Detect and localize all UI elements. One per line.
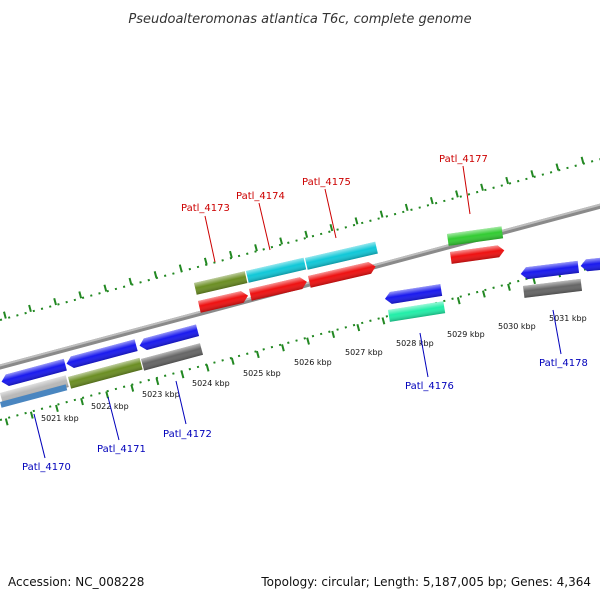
outer-tick-ring: [0, 153, 600, 321]
gene-label-patl-4173: Patl_4173: [181, 203, 230, 214]
major-tick: [178, 264, 183, 272]
gene-red-fwd-2: [249, 277, 307, 301]
gene-blue-rev-3: [139, 324, 200, 351]
reverse-gene-labels: Patl_4170 Patl_4171 Patl_4172 Patl_4176 …: [22, 309, 588, 473]
gene-blue-rev-4: [384, 284, 443, 304]
major-tick: [530, 170, 535, 178]
major-tick: [153, 271, 158, 279]
major-tick: [304, 230, 309, 238]
major-tick: [381, 317, 386, 325]
gene-label-patl-4176: Patl_4176: [405, 381, 454, 392]
scale-label: 5027 kbp: [345, 348, 383, 357]
major-tick: [205, 364, 210, 372]
major-tick: [4, 418, 9, 426]
gene-label-patl-4170: Patl_4170: [22, 462, 71, 473]
major-tick: [128, 277, 133, 286]
major-tick: [279, 237, 284, 245]
major-tick: [356, 323, 361, 332]
gene-label-patl-4172: Patl_4172: [163, 429, 212, 440]
major-tick: [130, 384, 135, 392]
gene-olive-fwd: [194, 271, 248, 295]
major-tick: [78, 291, 83, 299]
gene-label-patl-4171: Patl_4171: [97, 444, 146, 455]
major-tick: [155, 377, 160, 386]
gene-lightgray-rev: [0, 375, 69, 405]
gene-blue-rev-2: [66, 339, 138, 369]
scale-label: 5022 kbp: [91, 402, 129, 411]
gene-steelblue-rev: [0, 384, 68, 408]
reverse-strand-features: [0, 256, 600, 408]
scale-label: 5021 kbp: [41, 414, 79, 423]
major-tick: [306, 337, 310, 345]
major-tick: [354, 217, 359, 225]
gene-green-fwd: [447, 226, 504, 246]
scale-label: 5029 kbp: [447, 330, 485, 339]
major-tick: [55, 404, 59, 413]
scale-label: 5030 kbp: [498, 322, 536, 331]
genome-summary-text: Topology: circular; Length: 5,187,005 bp…: [260, 575, 591, 589]
major-tick: [505, 176, 510, 185]
scale-labels: 5021 kbp 5022 kbp 5023 kbp 5024 kbp 5025…: [41, 314, 587, 423]
major-tick: [230, 357, 235, 365]
gene-gray-rev-2: [523, 278, 583, 298]
gene-blue-rev-5: [520, 260, 580, 280]
major-tick: [80, 398, 84, 406]
gene-gray-rev-1: [141, 343, 204, 371]
major-tick: [255, 350, 260, 359]
major-tick: [329, 223, 334, 232]
major-tick: [281, 344, 285, 352]
major-tick: [103, 284, 108, 292]
major-tick: [331, 330, 336, 338]
gene-cyan-fwd-1: [246, 257, 307, 283]
scale-label: 5025 kbp: [243, 369, 281, 378]
forward-strand-features: [194, 226, 505, 313]
scale-label: 5028 kbp: [396, 339, 434, 348]
scale-label: 5023 kbp: [142, 390, 180, 399]
major-tick: [379, 210, 384, 218]
major-tick: [480, 183, 484, 191]
gene-label-patl-4175: Patl_4175: [302, 177, 351, 188]
gene-label-patl-4177: Patl_4177: [439, 154, 488, 165]
gene-red-fwd-4: [450, 245, 505, 264]
forward-gene-labels: Patl_4173 Patl_4174 Patl_4175 Patl_4177: [181, 154, 488, 263]
major-tick: [555, 163, 560, 171]
accession-text: Accession: NC_008228: [8, 575, 144, 589]
major-tick: [29, 411, 34, 419]
scale-label: 5031 kbp: [549, 314, 587, 323]
gene-red-fwd-1: [198, 291, 249, 313]
major-tick: [456, 297, 461, 305]
scale-label: 5024 kbp: [192, 379, 230, 388]
map-title: Pseudoalteromonas atlantica T6c, complet…: [128, 12, 471, 27]
major-tick: [580, 156, 585, 164]
major-tick: [254, 244, 258, 252]
gene-label-patl-4178: Patl_4178: [539, 358, 588, 369]
major-tick: [229, 250, 233, 259]
gene-label-patl-4174: Patl_4174: [236, 191, 285, 202]
major-tick: [481, 290, 486, 298]
gene-mint-rev: [388, 301, 446, 322]
major-tick: [53, 297, 57, 306]
gene-red-fwd-3: [308, 262, 376, 288]
major-tick: [455, 190, 459, 198]
major-tick: [429, 197, 434, 205]
scale-label: 5026 kbp: [294, 358, 332, 367]
major-tick: [203, 257, 208, 265]
gene-olive-rev: [68, 357, 143, 389]
major-tick: [404, 203, 409, 212]
major-tick: [28, 304, 32, 312]
gene-cyan-fwd-2: [305, 241, 378, 270]
major-tick: [180, 371, 185, 379]
major-tick: [3, 311, 7, 319]
gene-blue-rev-1: [1, 358, 67, 387]
gene-blue-rev-6: [580, 256, 600, 272]
major-tick: [507, 283, 511, 291]
